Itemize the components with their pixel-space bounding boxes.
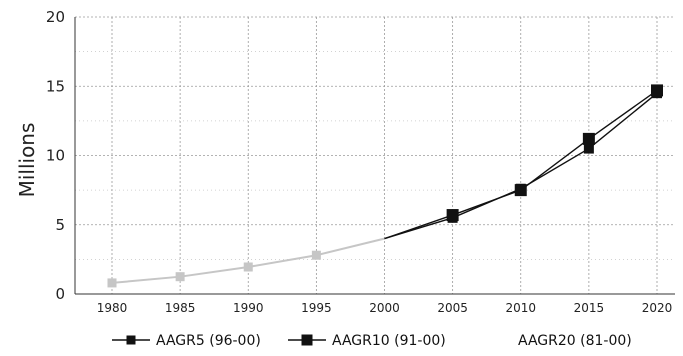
x-tick-label: 1985	[165, 301, 196, 315]
x-tick-label: 2020	[642, 301, 673, 315]
legend-label: AAGR20 (81-00)	[518, 333, 632, 349]
legend-swatch-marker	[126, 335, 136, 345]
y-axis-label: Millions	[15, 123, 39, 198]
historical-point	[243, 262, 253, 272]
historical-point	[175, 272, 185, 282]
series-point-1	[651, 84, 663, 97]
x-tick-label: 2005	[437, 301, 468, 315]
x-tick-label: 1995	[301, 301, 332, 315]
historical-point	[107, 278, 117, 288]
x-tick-label: 2015	[574, 301, 605, 315]
x-tick-label: 1990	[233, 301, 264, 315]
x-tick-label: 1980	[97, 301, 128, 315]
y-tick-label: 15	[46, 77, 65, 95]
series-point-1	[446, 209, 459, 222]
y-tick-label: 10	[46, 147, 65, 165]
series-point-0	[583, 143, 594, 154]
x-tick-label: 2000	[369, 301, 400, 315]
y-tick-label: 5	[55, 216, 65, 234]
y-tick-label: 20	[46, 8, 65, 26]
series-point-1	[514, 184, 527, 197]
series-point-1	[582, 132, 595, 145]
y-tick-label: 0	[55, 285, 65, 303]
historical-point	[311, 250, 321, 260]
x-tick-label: 2010	[505, 301, 536, 315]
legend-swatch-marker	[301, 334, 313, 346]
legend-label: AAGR10 (91-00)	[332, 333, 446, 349]
legend-label: AAGR5 (96-00)	[156, 333, 261, 349]
